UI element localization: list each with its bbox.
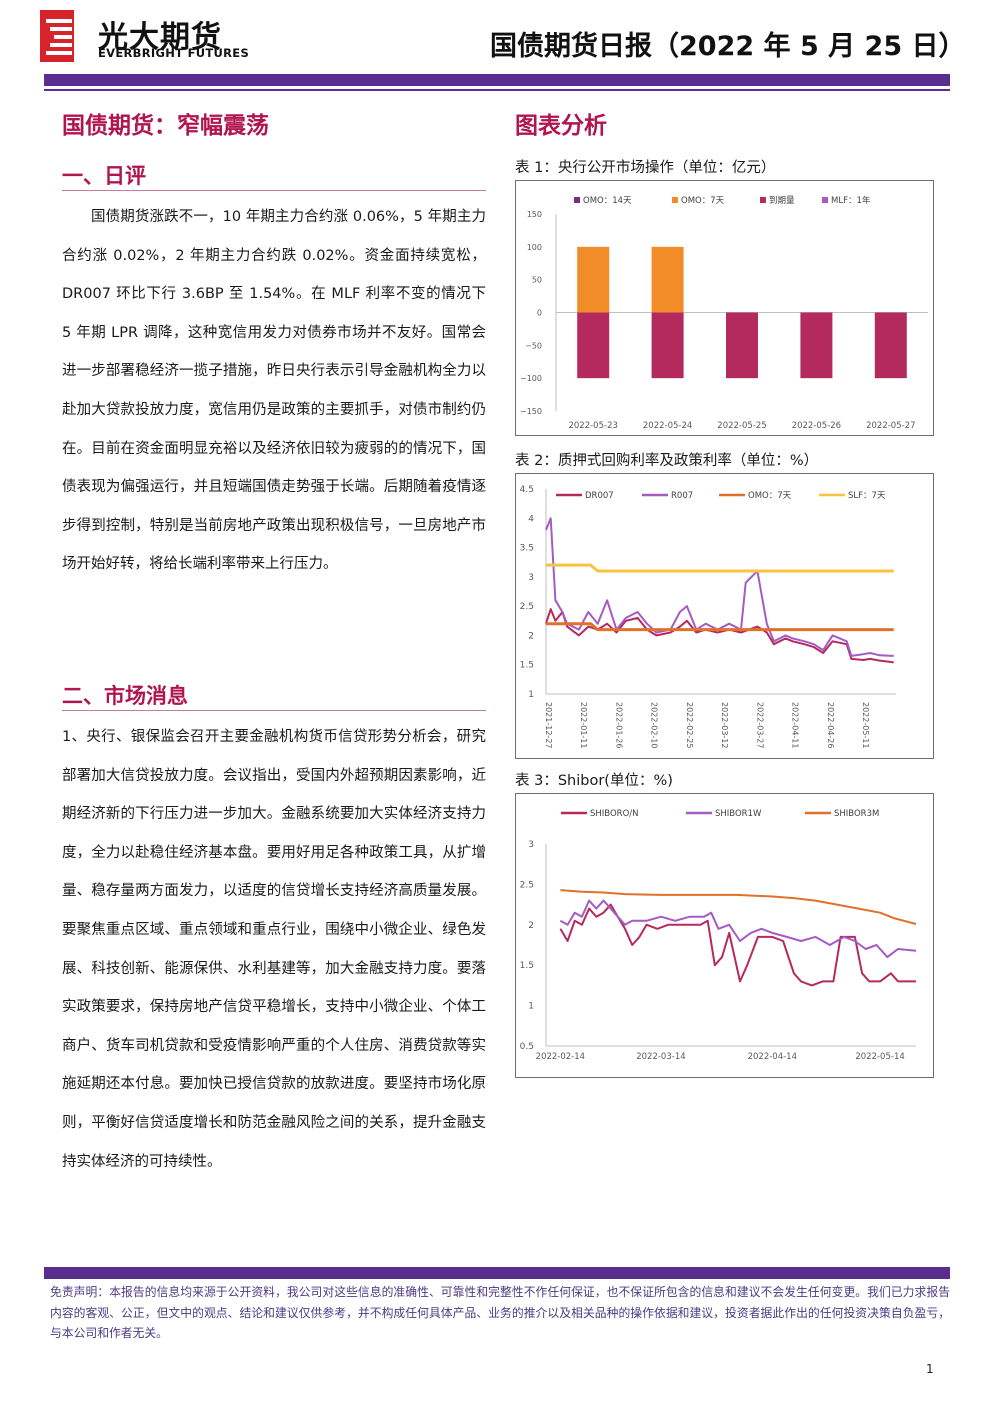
chart2-y-tick: 3 — [528, 573, 534, 583]
chart2-y-tick: 2.5 — [520, 602, 534, 612]
chart1-legend-label: OMO：14天 — [583, 196, 632, 206]
chart3-series-line — [560, 889, 917, 925]
chart3-y-tick: 3 — [528, 840, 534, 850]
chart1-legend-label: 到期量 — [769, 196, 795, 206]
header-divider-line — [44, 89, 950, 91]
chart1-y-tick: 0 — [537, 309, 542, 318]
chart1-legend-swatch — [672, 197, 678, 203]
chart3-x-tick: 2022-04-14 — [748, 1052, 797, 1062]
chart1-bar — [726, 312, 758, 379]
chart1-legend-swatch — [760, 197, 766, 203]
chart2-x-tick: 2022-04-11 — [791, 702, 800, 749]
chart2-legend-label: DR007 — [585, 491, 614, 501]
chart2-x-tick: 2022-01-26 — [614, 702, 623, 749]
chart1-y-tick: −100 — [520, 374, 542, 383]
chart1-legend-swatch — [574, 197, 580, 203]
everbright-logo-icon — [40, 10, 74, 62]
chart2-x-tick: 2022-03-12 — [720, 702, 729, 749]
chart2-legend-label: OMO：7天 — [748, 491, 792, 501]
section1-body: 国债期货涨跌不一，10 年期主力合约涨 0.06%，5 年期主力合约涨 0.02… — [62, 209, 486, 573]
section1-underline — [62, 190, 486, 191]
chart2-y-tick: 1.5 — [520, 661, 534, 671]
chart2-title: 表 2：质押式回购利率及政策利率（单位：%） — [515, 453, 819, 469]
chart3-y-tick: 1.5 — [520, 961, 534, 971]
chart1-x-tick: 2022-05-24 — [643, 421, 692, 431]
chart3-legend-label: SHIBOR3M — [834, 809, 879, 819]
chart2-y-tick: 3.5 — [520, 544, 534, 554]
chart2-x-tick: 2022-02-10 — [650, 702, 659, 749]
chart2-x-tick: 2022-01-11 — [579, 702, 588, 749]
chart1-legend-label: MLF：1年 — [831, 195, 871, 206]
chart3-legend-label: SHIBORO/N — [590, 809, 639, 819]
header-divider-bar — [44, 74, 950, 86]
section2-underline — [62, 710, 486, 711]
chart1-bar — [577, 246, 610, 313]
brand-name-en: EVERBRIGHT FUTURES — [98, 46, 250, 60]
chart2-series-line — [545, 608, 894, 664]
chart2-repo-rates: 4.5 4 3.5 3 2.5 2 1.5 1 2021-12-27 2022-01-11 2022… — [515, 473, 934, 759]
brand-name-cn: 光大期货 — [98, 20, 222, 55]
chart3-x-tick: 2022-03-14 — [636, 1052, 685, 1062]
chart1-y-tick: −150 — [520, 407, 542, 416]
chart3-title: 表 3：Shibor(单位：%) — [515, 773, 673, 789]
chart2-series-line — [546, 563, 894, 573]
chart1-bar — [800, 312, 833, 379]
chart2-x-tick: 2022-05-11 — [861, 702, 870, 749]
chart1-bar — [577, 312, 610, 379]
chart3-y-tick: 1 — [528, 1002, 534, 1012]
chart1-omo-operations: 150 100 50 0 −50 −100 −150 2022-05-23 2022-05-24… — [515, 180, 934, 436]
report-title: 国债期货日报（2022 年 5 月 25 日） — [490, 31, 966, 62]
chart2-x-tick: 2022-03-27 — [755, 702, 764, 749]
chart1-y-tick: 50 — [532, 276, 542, 285]
chart1-bar — [874, 312, 907, 379]
disclaimer-text: 免责声明：本报告的信息均来源于公开资料，我公司对这些信息的准确性、可靠性和完整性… — [50, 1285, 950, 1340]
chart1-x-tick: 2022-05-27 — [866, 421, 915, 431]
chart2-x-tick: 2021-12-27 — [544, 702, 553, 749]
chart1-x-tick: 2022-05-25 — [717, 421, 766, 431]
section2-body: 1、央行、银保监会召开主要金融机构货币信贷形势分析会，研究部署加大信贷投放力度。… — [62, 729, 486, 1170]
page-number: 1 — [926, 1362, 934, 1376]
chart2-series-line — [546, 622, 894, 632]
chart3-x-tick: 2022-02-14 — [536, 1052, 585, 1062]
chart1-bar — [651, 246, 684, 313]
chart2-x-tick: 2022-04-26 — [826, 702, 835, 749]
chart2-series-line — [545, 517, 894, 657]
chart1-legend-label: OMO：7天 — [681, 196, 725, 206]
chart2-y-tick: 2 — [528, 631, 534, 641]
chart1-x-tick: 2022-05-26 — [792, 421, 841, 431]
chart3-x-tick: 2022-05-14 — [855, 1052, 904, 1062]
chart1-y-tick: −50 — [525, 341, 542, 350]
chart2-y-tick: 4.5 — [520, 485, 534, 495]
chart3-series-line — [559, 899, 917, 959]
chart2-y-tick: 4 — [528, 514, 534, 524]
chart3-y-tick: 0.5 — [520, 1042, 534, 1052]
chart2-legend-label: SLF：7天 — [848, 491, 886, 501]
chart2-x-tick: 2022-02-25 — [685, 702, 694, 749]
chart1-legend-swatch — [822, 197, 828, 203]
chart1-title: 表 1：央行公开市场操作（单位：亿元） — [515, 160, 776, 176]
footer-divider-bar — [44, 1267, 950, 1279]
chart1-y-tick: 150 — [527, 210, 542, 219]
chart3-legend-label: SHIBOR1W — [715, 809, 762, 819]
chart1-bar — [651, 312, 684, 379]
chart2-legend-label: R007 — [671, 491, 693, 501]
section2-heading: 二、市场消息 — [62, 684, 188, 708]
chart-section-title: 图表分析 — [515, 113, 607, 139]
section1-heading: 一、日评 — [62, 164, 146, 188]
chart3-y-tick: 2 — [528, 921, 534, 931]
chart1-x-tick: 2022-05-23 — [568, 421, 617, 431]
chart3-series-line — [559, 903, 916, 987]
main-title: 国债期货：窄幅震荡 — [62, 113, 269, 139]
chart3-y-tick: 2.5 — [520, 880, 534, 890]
chart2-y-tick: 1 — [528, 690, 534, 700]
chart1-y-tick: 100 — [527, 243, 542, 252]
